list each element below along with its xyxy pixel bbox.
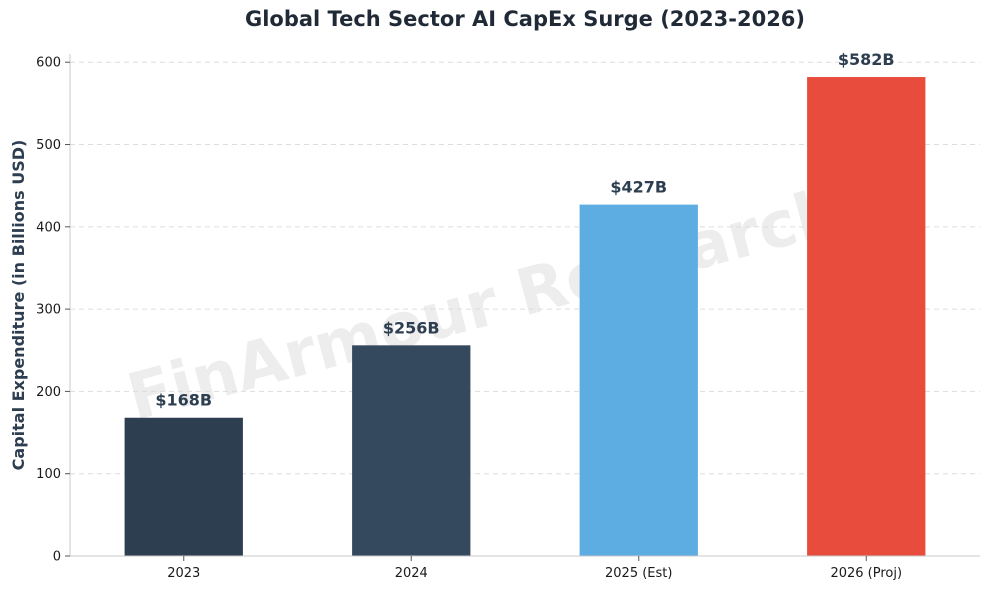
data-label: $256B [383,318,440,337]
bar-2025 [579,204,698,556]
x-tick-label: 2023 [167,566,200,581]
y-tick-label: 300 [36,303,61,318]
x-ticks: 2023 2024 2025 (Est) 2026 (Proj) [167,556,902,581]
chart-title: Global Tech Sector AI CapEx Surge (2023-… [245,7,805,31]
data-labels: $168B $256B $427B $582B [155,50,894,410]
y-tick-label: 200 [36,385,61,400]
data-label: $427B [610,178,667,197]
y-tick-label: 400 [36,220,61,235]
watermark-text: FinArmour Research [120,174,849,436]
y-tick-label: 0 [53,550,61,565]
y-tick-label: 100 [36,467,61,482]
bars-group [124,77,926,556]
data-label: $168B [155,391,212,410]
y-axis-label: Capital Expenditure (in Billions USD) [9,140,28,471]
bar-2023 [124,417,243,556]
data-label: $582B [838,50,895,69]
x-tick-label: 2025 (Est) [605,566,672,581]
y-ticks: 0 100 200 300 400 500 600 [36,56,70,565]
x-tick-label: 2026 (Proj) [830,566,902,581]
x-tick-label: 2024 [395,566,428,581]
y-tick-label: 600 [36,56,61,71]
axes [69,54,980,557]
y-tick-label: 500 [36,138,61,153]
bar-2024 [352,345,471,556]
bar-2026 [807,77,926,556]
